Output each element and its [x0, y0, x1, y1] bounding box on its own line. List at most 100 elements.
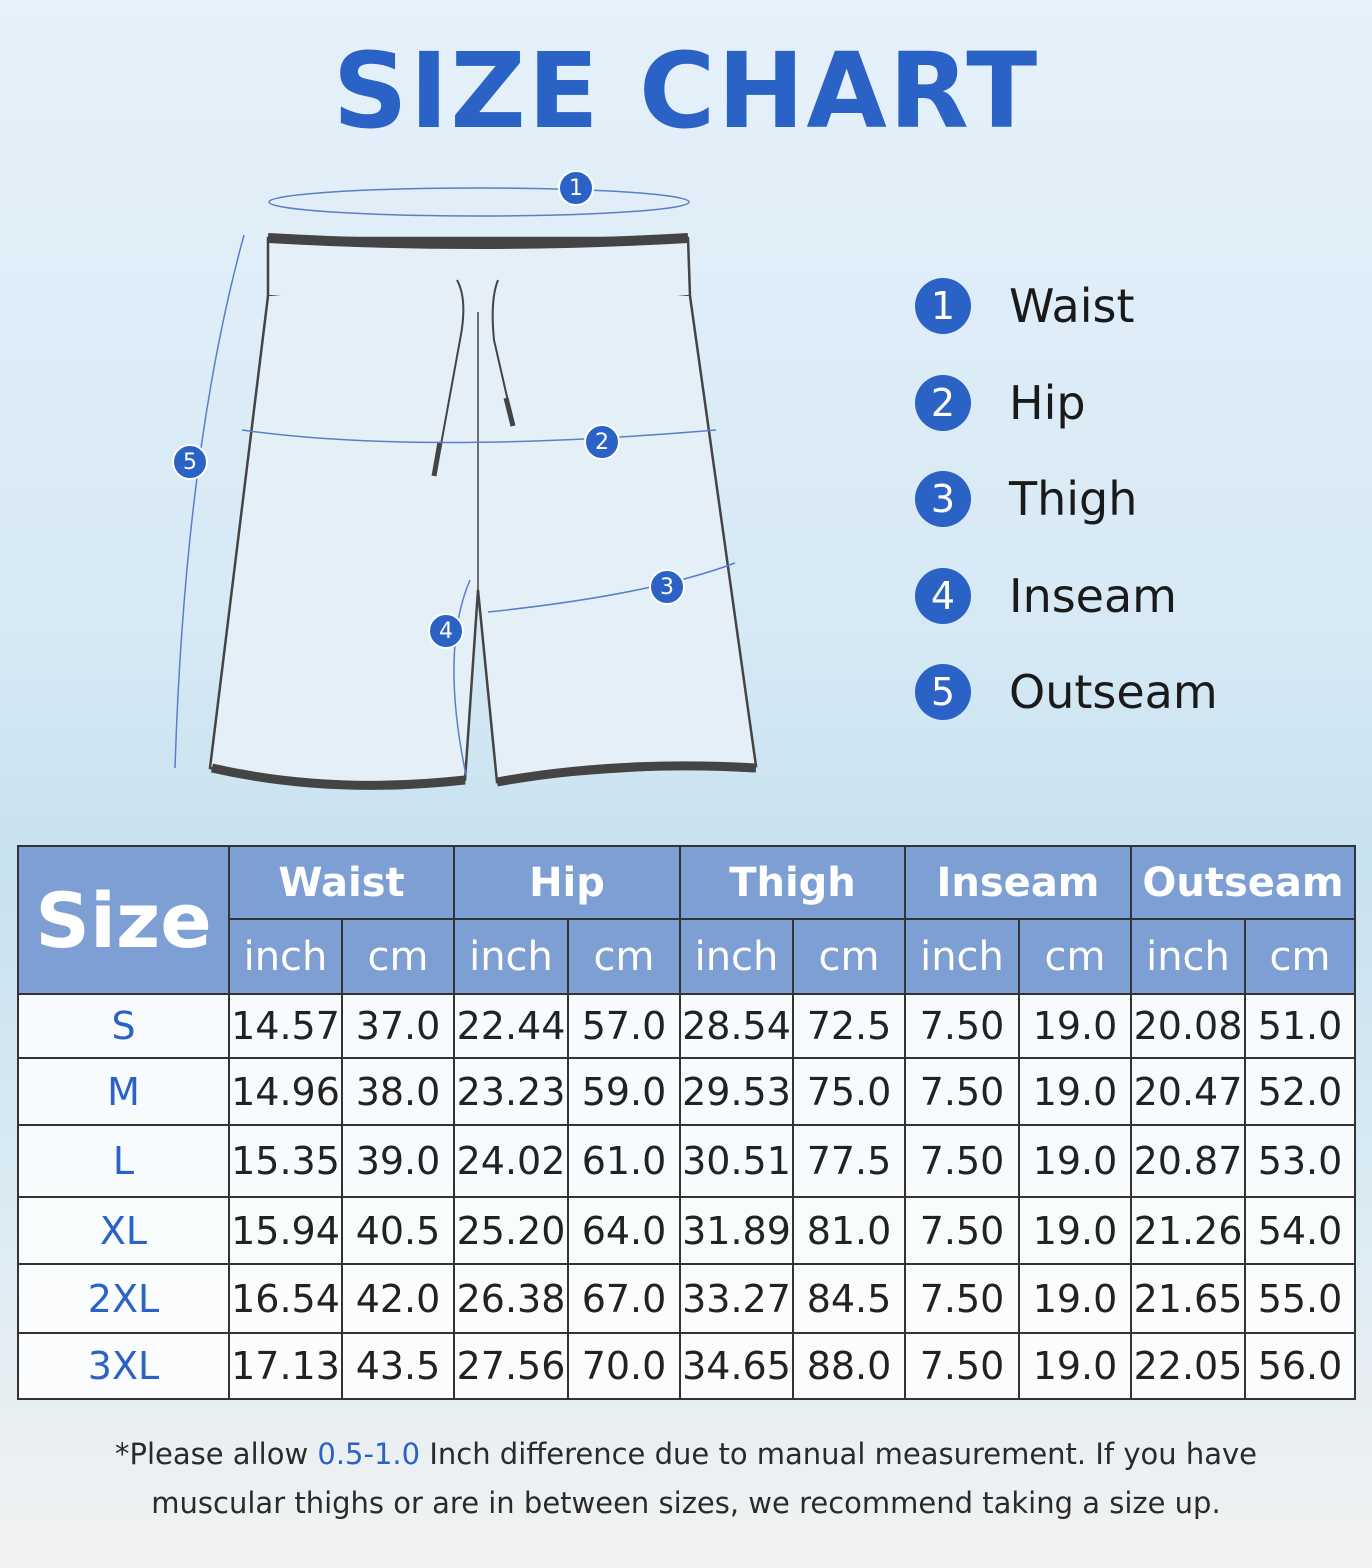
size-cell: M	[17, 1057, 230, 1126]
unit-header: cm	[341, 918, 455, 995]
legend-label: Outseam	[1009, 665, 1218, 719]
size-cell: S	[17, 993, 230, 1059]
value-cell: 67.0	[567, 1263, 681, 1334]
value-cell: 84.5	[792, 1263, 906, 1334]
value-cell: 20.87	[1130, 1124, 1246, 1198]
unit-header: cm	[567, 918, 681, 995]
size-cell: 3XL	[17, 1332, 230, 1400]
unit-header: cm	[1018, 918, 1132, 995]
legend-number: 1	[915, 278, 971, 334]
value-cell: 20.08	[1130, 993, 1246, 1059]
marker-number: 5	[183, 450, 197, 475]
value-cell: 29.53	[679, 1057, 794, 1126]
value-cell: 77.5	[792, 1124, 906, 1198]
value-cell: 54.0	[1244, 1196, 1356, 1265]
legend-item: 3 Thigh	[915, 470, 1137, 528]
value-cell: 72.5	[792, 993, 906, 1059]
marker-circle	[584, 424, 620, 460]
marker-number: 3	[660, 575, 674, 600]
value-cell: 7.50	[904, 1124, 1020, 1198]
value-cell: 22.44	[453, 993, 569, 1059]
data-row: S 14.57 37.0 22.44 57.0 28.54 72.5 7.50 19.0 20.0…	[17, 993, 1356, 1059]
legend-number: 3	[915, 471, 971, 527]
marker-number: 1	[569, 176, 583, 201]
value-cell: 7.50	[904, 1263, 1020, 1334]
value-cell: 19.0	[1018, 1263, 1132, 1334]
value-cell: 59.0	[567, 1057, 681, 1126]
value-cell: 19.0	[1018, 1196, 1132, 1265]
value-cell: 21.26	[1130, 1196, 1246, 1265]
value-cell: 22.05	[1130, 1332, 1246, 1400]
value-cell: 14.57	[228, 993, 343, 1059]
unit-header: cm	[1244, 918, 1356, 995]
marker-circle	[172, 444, 208, 480]
value-cell: 64.0	[567, 1196, 681, 1265]
value-cell: 7.50	[904, 1196, 1020, 1265]
value-cell: 19.0	[1018, 993, 1132, 1059]
note-text: muscular thighs or are in between sizes,…	[151, 1486, 1221, 1520]
value-cell: 24.02	[453, 1124, 569, 1198]
legend-item: 1 Waist	[915, 277, 1135, 335]
note-text: Inch difference due to manual measuremen…	[420, 1437, 1258, 1471]
value-cell: 56.0	[1244, 1332, 1356, 1400]
legend-number: 4	[915, 567, 971, 624]
size-cell: XL	[17, 1196, 230, 1265]
value-cell: 19.0	[1018, 1124, 1132, 1198]
value-cell: 42.0	[341, 1263, 455, 1334]
value-cell: 88.0	[792, 1332, 906, 1400]
data-row: 2XL 16.54 42.0 26.38 67.0 33.27 84.5 7.50 19.0 21…	[17, 1263, 1356, 1334]
value-cell: 53.0	[1244, 1124, 1356, 1198]
unit-header: cm	[792, 918, 906, 995]
data-row: XL 15.94 40.5 25.20 64.0 31.89 81.0 7.50 19.0 21.…	[17, 1196, 1356, 1265]
unit-header: inch	[453, 918, 569, 995]
value-cell: 17.13	[228, 1332, 343, 1400]
value-cell: 70.0	[567, 1332, 681, 1400]
legend-label: Thigh	[1009, 472, 1138, 526]
legend-item: 2 Hip	[915, 374, 1086, 432]
value-cell: 57.0	[567, 993, 681, 1059]
value-cell: 15.35	[228, 1124, 343, 1198]
value-cell: 15.94	[228, 1196, 343, 1265]
marker-number: 2	[595, 430, 609, 455]
marker-circle	[428, 613, 464, 649]
legend-item: 5 Outseam	[915, 663, 1218, 721]
size-header: Size	[17, 845, 230, 995]
legend-number: 2	[915, 374, 971, 431]
legend-label: Hip	[1009, 375, 1086, 430]
value-cell: 20.47	[1130, 1057, 1246, 1126]
data-row: M 14.96 38.0 23.23 59.0 29.53 75.0 7.50 19.0 20.4…	[17, 1057, 1356, 1126]
group-header: Thigh	[679, 845, 906, 920]
value-cell: 25.20	[453, 1196, 569, 1265]
value-cell: 7.50	[904, 1057, 1020, 1126]
value-cell: 19.0	[1018, 1332, 1132, 1400]
legend-label: Waist	[1009, 279, 1135, 333]
note-text: *Please allow	[114, 1437, 318, 1471]
group-header: Outseam	[1130, 845, 1356, 920]
shorts-diagram: 1 2 3 4 5	[172, 170, 758, 790]
value-cell: 38.0	[341, 1057, 455, 1126]
value-cell: 61.0	[567, 1124, 681, 1198]
value-cell: 23.23	[453, 1057, 569, 1126]
value-cell: 33.27	[679, 1263, 794, 1334]
legend-number: 5	[915, 664, 971, 720]
value-cell: 37.0	[341, 993, 455, 1059]
note: *Please allow 0.5-1.0 Inch difference du…	[0, 1430, 1372, 1528]
unit-row: inch cm inch cm inch cm inch cm inch cm	[18, 918, 1356, 995]
value-cell: 43.5	[341, 1332, 455, 1400]
group-header: Inseam	[904, 845, 1132, 920]
unit-header: inch	[679, 918, 794, 995]
value-cell: 30.51	[679, 1124, 794, 1198]
unit-header: inch	[904, 918, 1020, 995]
marker-circle	[558, 170, 594, 206]
value-cell: 27.56	[453, 1332, 569, 1400]
data-row: L 15.35 39.0 24.02 61.0 30.51 77.5 7.50 19.0 20.8…	[17, 1124, 1356, 1198]
value-cell: 75.0	[792, 1057, 906, 1126]
legend-item: 4 Inseam	[915, 567, 1177, 625]
value-cell: 55.0	[1244, 1263, 1356, 1334]
value-cell: 21.65	[1130, 1263, 1246, 1334]
marker-circle	[649, 569, 685, 605]
value-cell: 81.0	[792, 1196, 906, 1265]
value-cell: 40.5	[341, 1196, 455, 1265]
title: SIZE CHART	[332, 30, 1040, 152]
